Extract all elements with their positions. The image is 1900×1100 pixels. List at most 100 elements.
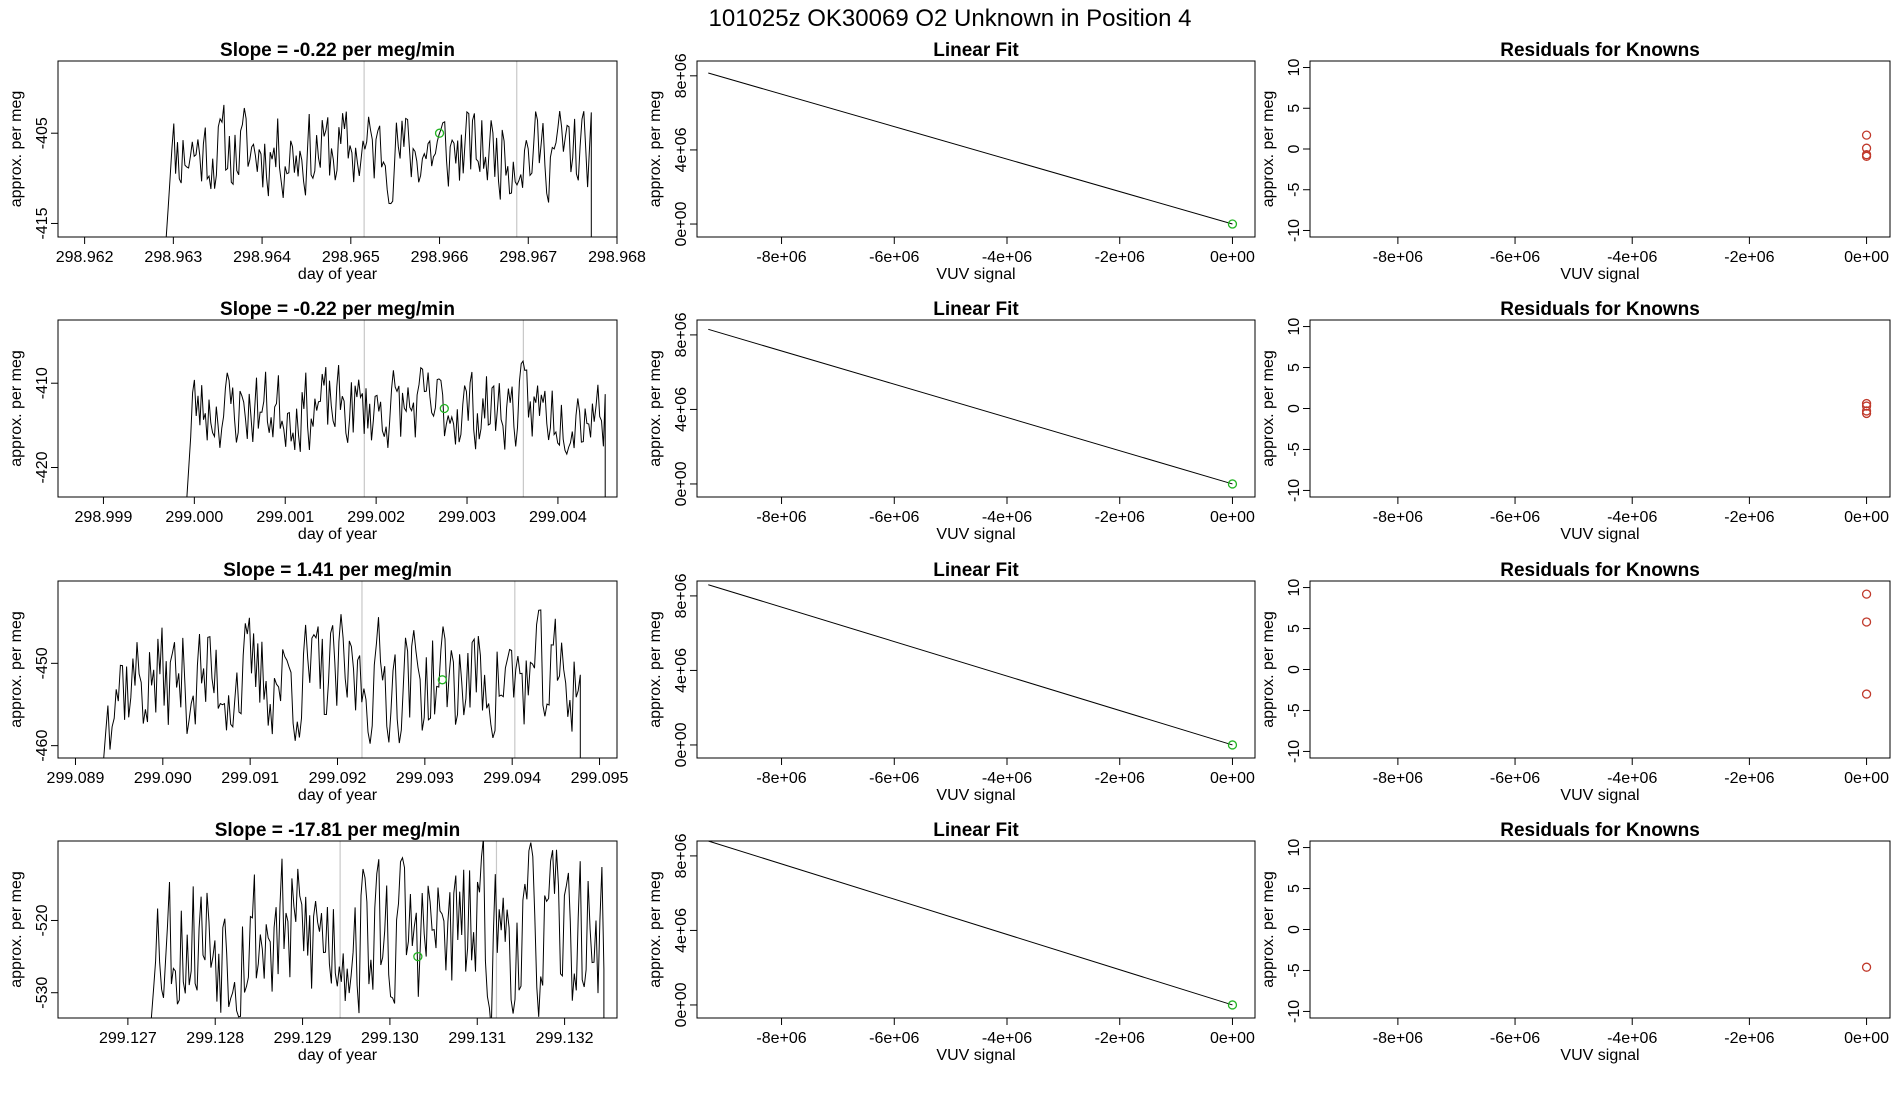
residuals-2-xtick-label: -8e+06 <box>1373 509 1423 526</box>
residuals-2-ytick-label: 0 <box>1286 404 1303 413</box>
linear-fit-2-ylabel: approx. per meg <box>647 350 664 467</box>
linear-fit-1-point <box>1227 219 1238 229</box>
time-series-2-panel: Slope = -0.22 per meg/min 298.999 299.000 2… <box>8 299 618 543</box>
linear-fit-1-xtick-label: -6e+06 <box>869 249 919 266</box>
time-series-4-ylabel: approx. per meg <box>8 871 25 988</box>
linear-fit-2-data <box>708 328 1238 489</box>
time-series-1-ytick-label: -405 <box>34 117 51 149</box>
residuals-3-ylabel: approx. per meg <box>1260 611 1277 728</box>
time-series-2-xtick-label: 299.000 <box>165 509 223 526</box>
time-series-4-ytick-label: -530 <box>34 977 51 1009</box>
linear-fit-2-xtick-label: 0e+00 <box>1210 509 1255 526</box>
residuals-2-ytick-label: -10 <box>1286 479 1303 502</box>
residuals-3-panel: Residuals for Knowns -8e+06 -6e+06 -4e+06 -2… <box>1260 560 1891 804</box>
linear-fit-2-xtick-label: -2e+06 <box>1095 509 1145 526</box>
linear-fit-1-xtick-label: -2e+06 <box>1095 249 1145 266</box>
residuals-3-ytick-label: 10 <box>1286 579 1303 597</box>
linear-fit-3-xtick-label: -6e+06 <box>869 770 919 787</box>
time-series-2-ylabel: approx. per meg <box>8 350 25 467</box>
time-series-3-series-line <box>103 609 581 758</box>
linear-fit-4-xtick-label: -4e+06 <box>982 1030 1032 1047</box>
linear-fit-4-ylabel: approx. per meg <box>647 871 664 988</box>
linear-fit-2-xtick-label: -4e+06 <box>982 509 1032 526</box>
residuals-1-title: Residuals for Knowns <box>1500 40 1700 61</box>
linear-fit-2-panel: Linear Fit -8e+06 -6e+06 -4e+06 -2e+06 0e+00 0… <box>647 299 1256 543</box>
residuals-1-ytick-label: 10 <box>1286 59 1303 77</box>
linear-fit-2-xtick-label: -6e+06 <box>869 509 919 526</box>
time-series-4-series-line <box>150 841 605 1018</box>
time-series-3-xtick-label: 299.095 <box>571 770 629 787</box>
time-series-3-panel: Slope = 1.41 per meg/min 299.089 299.090 29… <box>8 560 629 804</box>
residuals-1-xtick-label: -8e+06 <box>1373 249 1423 266</box>
residuals-2-ytick-label: -5 <box>1286 442 1303 456</box>
time-series-1-title: Slope = -0.22 per meg/min <box>220 40 455 61</box>
residuals-3-xtick-label: -8e+06 <box>1373 770 1423 787</box>
residuals-2-ylabel: approx. per meg <box>1260 350 1277 467</box>
residuals-3-data <box>1861 589 1872 699</box>
residuals-3-xlabel: VUV signal <box>1560 787 1639 804</box>
residuals-4-ytick-label: -5 <box>1286 963 1303 977</box>
time-series-2-series-line <box>186 359 606 497</box>
linear-fit-4-xlabel: VUV signal <box>936 1047 1015 1064</box>
time-series-3-frame <box>57 580 618 759</box>
time-series-3-marker <box>437 675 447 685</box>
linear-fit-2-fit-line <box>708 328 1233 485</box>
residuals-4-ytick-label: 0 <box>1286 925 1303 934</box>
residuals-1-ytick-label: -5 <box>1286 183 1303 197</box>
linear-fit-2-xtick-label: -8e+06 <box>756 509 806 526</box>
linear-fit-1-data <box>708 72 1238 229</box>
residuals-4-ytick-label: 5 <box>1286 884 1303 893</box>
residuals-1-ylabel: approx. per meg <box>1260 91 1277 208</box>
residuals-4-xtick-label: -4e+06 <box>1607 1030 1657 1047</box>
time-series-3-xtick-label: 299.090 <box>134 770 192 787</box>
linear-fit-1-ytick-label: 4e+06 <box>673 127 690 172</box>
residuals-1-data <box>1861 130 1872 161</box>
time-series-1-xtick-label: 298.966 <box>411 249 469 266</box>
time-series-4-xtick-label: 299.131 <box>448 1030 506 1047</box>
linear-fit-1-xtick-label: -4e+06 <box>982 249 1032 266</box>
residuals-3-xtick-label: -4e+06 <box>1607 770 1657 787</box>
time-series-1-panel: Slope = -0.22 per meg/min 298.962 298.963 2… <box>8 40 646 283</box>
time-series-4-marker <box>413 951 423 962</box>
time-series-3-xtick-label: 299.094 <box>483 770 541 787</box>
time-series-1-data <box>165 61 592 237</box>
residuals-3-xtick-label: -2e+06 <box>1724 770 1774 787</box>
time-series-4-xtick-label: 299.127 <box>99 1030 157 1047</box>
residuals-1-ytick-label: 0 <box>1286 144 1303 153</box>
residuals-2-title: Residuals for Knowns <box>1500 299 1700 320</box>
residuals-3-ytick-label: 0 <box>1286 665 1303 674</box>
residuals-2-panel: Residuals for Knowns -8e+06 -6e+06 -4e+06 -2… <box>1260 299 1891 543</box>
residuals-2-xtick-label: -4e+06 <box>1607 509 1657 526</box>
linear-fit-3-xtick-label: -2e+06 <box>1095 770 1145 787</box>
time-series-2-ytick-label: -420 <box>34 451 51 483</box>
linear-fit-2-title: Linear Fit <box>933 299 1019 320</box>
time-series-2-data <box>186 320 606 497</box>
time-series-4-frame <box>57 840 618 1019</box>
residuals-4-panel: Residuals for Knowns -8e+06 -6e+06 -4e+06 -2… <box>1260 820 1891 1064</box>
time-series-1-frame <box>57 60 618 238</box>
residuals-4-data <box>1861 962 1872 972</box>
time-series-4-title: Slope = -17.81 per meg/min <box>215 820 461 841</box>
linear-fit-4-panel: Linear Fit -8e+06 -6e+06 -4e+06 -2e+06 0e+00 0… <box>647 820 1256 1064</box>
time-series-2-title: Slope = -0.22 per meg/min <box>220 299 455 320</box>
residuals-1-xtick-label: -2e+06 <box>1724 249 1774 266</box>
residuals-2-ytick-label: 10 <box>1286 318 1303 336</box>
time-series-2-xtick-label: 299.001 <box>256 509 314 526</box>
time-series-1-xtick-label: 298.967 <box>499 249 557 266</box>
residuals-4-ylabel: approx. per meg <box>1260 871 1277 988</box>
linear-fit-4-frame <box>696 840 1256 1019</box>
time-series-1-ylabel: approx. per meg <box>8 91 25 208</box>
linear-fit-2-ytick-label: 4e+06 <box>673 387 690 432</box>
linear-fit-1-frame <box>696 60 1256 238</box>
time-series-4-panel: Slope = -17.81 per meg/min 299.127 299.128… <box>8 820 618 1064</box>
time-series-2-xtick-label: 299.002 <box>347 509 405 526</box>
time-series-2-ytick-label: -410 <box>34 367 51 399</box>
linear-fit-4-ytick-label: 0e+00 <box>673 982 690 1027</box>
linear-fit-4-xtick-label: -8e+06 <box>756 1030 806 1047</box>
linear-fit-3-ytick-label: 8e+06 <box>673 573 690 618</box>
residuals-4-title: Residuals for Knowns <box>1500 820 1700 841</box>
residuals-2-xtick-label: 0e+00 <box>1844 509 1889 526</box>
time-series-2-xtick-label: 299.003 <box>438 509 496 526</box>
time-series-3-ytick-label: -460 <box>34 730 51 762</box>
